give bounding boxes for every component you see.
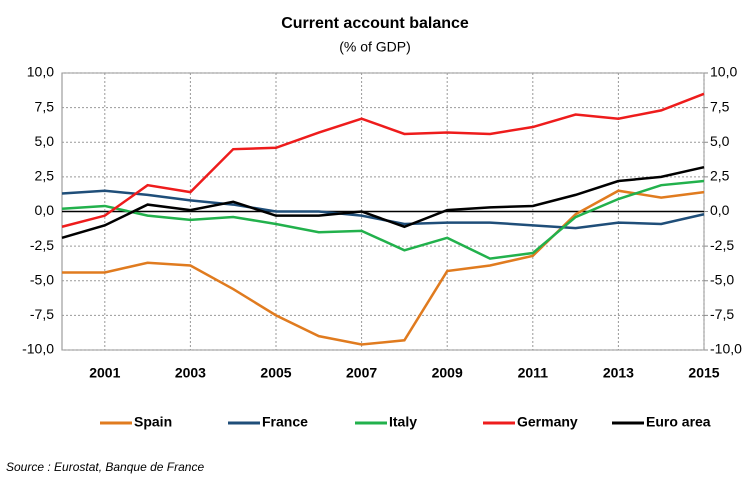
x-tick-label: 2011 [518, 365, 549, 381]
y2-tick-label: -7,5 [710, 306, 734, 322]
y2-tick-label: -5,0 [710, 271, 734, 287]
x-tick-label: 2005 [260, 365, 291, 381]
y-tick-label: -10,0 [22, 341, 54, 357]
chart-subtitle: (% of GDP) [339, 39, 411, 55]
y2-tick-label: 0,0 [710, 202, 730, 218]
y-tick-label: -7,5 [30, 306, 54, 322]
legend-label: France [262, 414, 308, 430]
y2-tick-label: 7,5 [710, 98, 730, 114]
y2-tick-label: 2,5 [710, 168, 730, 184]
y-tick-label: 10,0 [27, 64, 54, 80]
x-tick-label: 2001 [89, 365, 120, 381]
y-tick-label: -2,5 [30, 237, 54, 253]
x-tick-label: 2009 [432, 365, 463, 381]
series-line [61, 92, 705, 228]
series-line [61, 165, 705, 240]
source-note: Source : Eurostat, Banque de France [6, 460, 204, 474]
y2-tick-label: 5,0 [710, 133, 730, 149]
x-tick-label: 2003 [175, 365, 206, 381]
y2-tick-label: -2,5 [710, 237, 734, 253]
x-tick-label: 2015 [688, 365, 719, 381]
series-line [62, 189, 705, 346]
y-tick-label: 2,5 [35, 168, 55, 184]
legend-label: Spain [134, 414, 172, 430]
y2-tick-label: -10,0 [710, 341, 742, 357]
legend-label: Germany [517, 414, 578, 430]
y2-tick-label: 10,0 [710, 64, 737, 80]
y-tick-label: 5,0 [35, 133, 55, 149]
series-line [61, 179, 705, 260]
legend-label: Italy [389, 414, 417, 430]
x-tick-label: 2013 [603, 365, 634, 381]
x-tick-label: 2007 [346, 365, 377, 381]
y-tick-label: 7,5 [35, 98, 55, 114]
y-tick-label: -5,0 [30, 271, 54, 287]
y-tick-label: 0,0 [35, 202, 55, 218]
legend-label: Euro area [646, 414, 711, 430]
chart-title: Current account balance [281, 15, 469, 32]
